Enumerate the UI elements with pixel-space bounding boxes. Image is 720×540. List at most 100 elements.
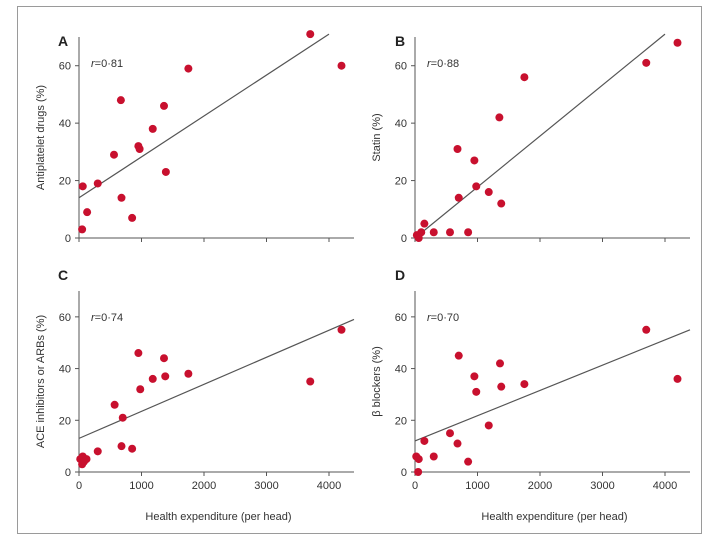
data-point-a-13 — [161, 167, 170, 176]
correlation-symbol-c: r — [91, 312, 96, 324]
data-point-d-4 — [420, 436, 429, 445]
x-axis-title-c: Health expenditure (per head) — [145, 511, 291, 523]
correlation-value-d: =0·70 — [431, 312, 459, 324]
data-point-c-18 — [337, 325, 346, 334]
data-point-b-13 — [495, 113, 504, 122]
data-point-d-7 — [453, 439, 462, 448]
x-tick-label-d-0: 0 — [412, 480, 418, 492]
correlation-value-b: =0·88 — [431, 58, 459, 70]
panel-letter-b: B — [395, 33, 405, 49]
data-point-b-15 — [520, 73, 529, 82]
y-tick-label-d-40: 40 — [395, 364, 407, 376]
panel-d: Dr=0·70 0 20 40 60 0 1000 2000 3000 4000 β blocker… — [371, 267, 691, 523]
data-point-d-16 — [642, 325, 651, 334]
y-tick-label-d-20: 20 — [395, 415, 407, 427]
x-tick-label-d-3000: 3000 — [590, 480, 614, 492]
y-tick-label-b-40: 40 — [395, 118, 407, 130]
data-point-d-11 — [472, 387, 481, 396]
x-tick-label-d-4000: 4000 — [653, 480, 677, 492]
data-point-c-14 — [160, 354, 168, 363]
regression-line-a — [78, 33, 330, 199]
x-tick-label-c-2000: 2000 — [192, 480, 216, 492]
x-tick-label-c-0: 0 — [76, 480, 82, 492]
y-tick-label-d-60: 60 — [395, 312, 407, 324]
data-point-b-17 — [673, 38, 682, 47]
data-point-a-4 — [93, 179, 102, 188]
data-point-b-6 — [446, 228, 454, 237]
data-point-b-4 — [420, 219, 429, 228]
correlation-symbol-d: r — [427, 312, 432, 324]
data-point-d-15 — [520, 380, 529, 389]
x-tick-label-c-3000: 3000 — [254, 480, 278, 492]
y-tick-label-c-20: 20 — [59, 415, 71, 427]
data-point-a-16 — [337, 61, 346, 70]
data-point-a-14 — [184, 64, 193, 73]
data-point-a-3 — [83, 208, 92, 217]
data-point-b-12 — [484, 188, 493, 197]
data-point-c-6 — [93, 447, 102, 456]
data-point-d-17 — [673, 374, 682, 383]
correlation-value-c: =0·74 — [95, 312, 123, 324]
x-axis-title-d: Health expenditure (per head) — [481, 511, 627, 523]
panel-c: Cr=0·74 0 20 40 60 0 1000 2000 3000 4000 ACE inhib… — [35, 267, 355, 523]
regression-line-b — [414, 33, 666, 239]
panel-letter-a: A — [58, 33, 68, 49]
correlation-label-c: r=0·74 — [91, 312, 123, 324]
data-point-b-11 — [472, 182, 481, 191]
data-point-a-10 — [135, 144, 144, 153]
data-point-c-11 — [134, 349, 143, 358]
correlation-label-b: r=0·88 — [427, 58, 459, 70]
data-point-c-17 — [306, 377, 315, 386]
data-point-c-8 — [117, 442, 126, 451]
x-tick-label-c-4000: 4000 — [317, 480, 341, 492]
data-point-a-6 — [116, 96, 125, 105]
regression-line-d — [414, 329, 691, 442]
y-tick-label-c-60: 60 — [59, 312, 71, 324]
data-point-c-12 — [136, 385, 145, 394]
x-tick-label-d-1000: 1000 — [465, 480, 489, 492]
data-point-a-15 — [306, 30, 315, 39]
y-tick-label-b-0: 0 — [401, 233, 407, 245]
data-point-b-14 — [497, 199, 506, 208]
y-tick-label-c-40: 40 — [59, 364, 71, 376]
data-point-c-7 — [110, 400, 119, 409]
data-point-c-5 — [82, 455, 91, 464]
y-axis-title-d: β blockers (%) — [371, 346, 383, 417]
data-point-d-6 — [446, 429, 454, 438]
correlation-label-a: r=0·81 — [91, 58, 123, 70]
data-point-b-5 — [429, 228, 438, 237]
data-point-d-3 — [414, 455, 423, 464]
data-point-d-2 — [414, 468, 423, 476]
data-point-c-9 — [118, 413, 127, 422]
correlation-value-a: =0·81 — [95, 58, 123, 70]
y-tick-label-a-60: 60 — [59, 61, 71, 73]
data-point-b-7 — [453, 144, 462, 153]
correlation-symbol-b: r — [427, 58, 432, 70]
y-tick-label-c-0: 0 — [65, 467, 71, 479]
data-point-a-11 — [148, 124, 157, 133]
panel-a: Ar=0·81 0 20 40 60 Antiplatelet drugs (%) — [35, 30, 354, 245]
data-point-b-10 — [470, 156, 479, 165]
data-point-b-8 — [454, 193, 463, 202]
data-point-a-1 — [78, 225, 87, 234]
x-tick-label-d-2000: 2000 — [528, 480, 552, 492]
data-point-a-2 — [78, 182, 87, 191]
data-point-d-10 — [470, 372, 479, 381]
correlation-label-d: r=0·70 — [427, 312, 459, 324]
data-point-c-15 — [161, 372, 170, 381]
panel-letter-c: C — [58, 267, 68, 283]
panel-letter-d: D — [395, 267, 405, 283]
panel-b: Br=0·88 0 20 40 60 Statin (%) — [371, 33, 690, 245]
y-tick-label-b-20: 20 — [395, 176, 407, 188]
data-point-d-8 — [454, 351, 463, 360]
data-point-c-16 — [184, 369, 193, 378]
data-point-d-13 — [496, 359, 504, 368]
y-axis-title-a: Antiplatelet drugs (%) — [35, 85, 47, 190]
data-point-c-10 — [128, 444, 137, 453]
x-tick-label-c-1000: 1000 — [129, 480, 153, 492]
y-tick-label-b-60: 60 — [395, 61, 407, 73]
y-tick-label-d-0: 0 — [401, 467, 407, 479]
data-point-a-12 — [160, 101, 168, 110]
y-tick-label-a-20: 20 — [59, 176, 71, 188]
